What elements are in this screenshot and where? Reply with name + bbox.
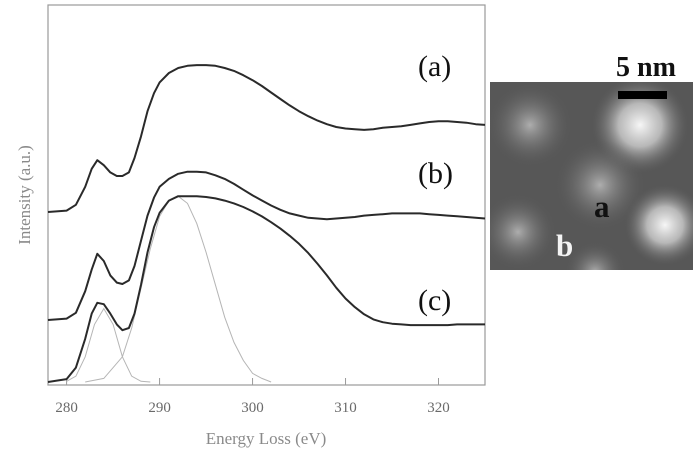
x-axis-title: Energy Loss (eV) [206, 429, 327, 448]
y-axis-title: Intensity (a.u.) [15, 145, 34, 245]
x-tick-label: 290 [148, 400, 171, 416]
eels-chart: 280 290 300 310 320 Energy Loss (eV) Intensi… [15, 4, 486, 448]
spectrum-line-b [47, 170, 486, 321]
fit-component-2 [85, 195, 272, 383]
scale-bar [618, 91, 667, 99]
series-label-a: (a) [418, 50, 451, 83]
site-label-a: a [594, 189, 610, 224]
fit-components [66, 195, 272, 383]
fit-component-1 [66, 307, 151, 383]
site-label-b: b [556, 228, 573, 263]
scale-bar-label: 5 nm [616, 52, 676, 83]
x-tick-label: 320 [427, 400, 450, 416]
x-tick-label: 310 [334, 400, 357, 416]
stem-image [490, 82, 693, 270]
spectrum-line-c [47, 195, 485, 383]
x-tick-label: 300 [241, 400, 264, 416]
micrograph-panel: 5 nm a b [490, 52, 693, 270]
spectrum-line-a [47, 64, 486, 213]
x-tick-label: 280 [55, 400, 78, 416]
series-label-b: (b) [418, 157, 453, 190]
plot-frame [47, 4, 486, 386]
series-label-c: (c) [418, 284, 451, 317]
x-axis-ticks: 280 290 300 310 320 [55, 378, 450, 416]
spectra-series [47, 64, 486, 383]
